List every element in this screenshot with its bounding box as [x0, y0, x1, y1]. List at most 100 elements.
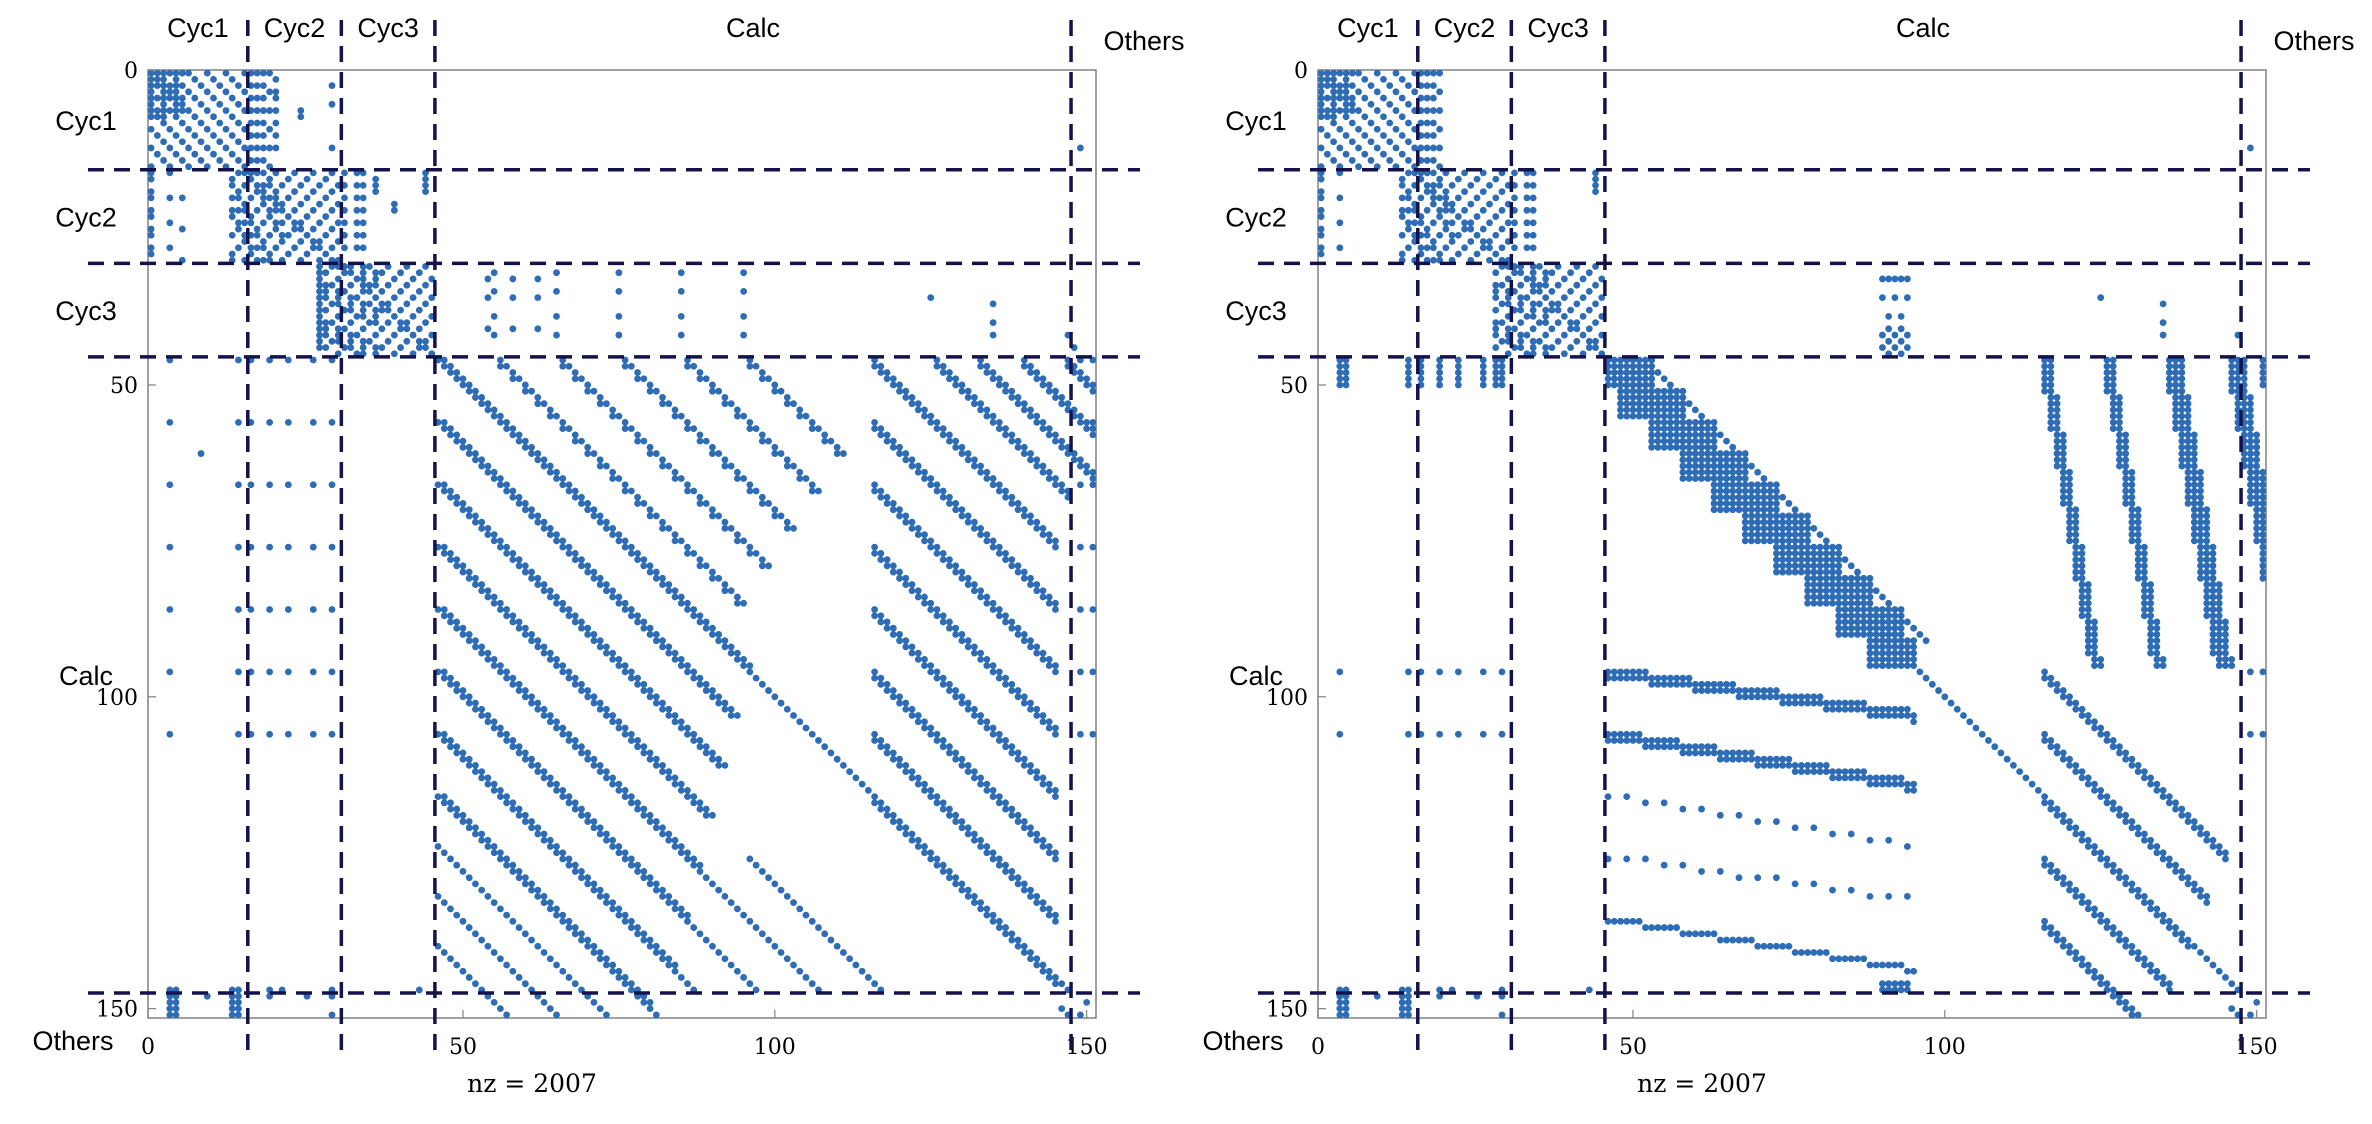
nonzero-marker [309, 418, 317, 426]
nonzero-marker [291, 206, 298, 214]
y-tick-label: 150 [96, 998, 138, 1023]
nonzero-marker [621, 974, 629, 981]
nonzero-marker [322, 344, 330, 351]
nonzero-marker [447, 549, 454, 557]
nonzero-marker [2147, 836, 2155, 844]
nonzero-marker [284, 418, 292, 426]
nonzero-marker [2072, 699, 2080, 707]
nonzero-marker [2247, 144, 2254, 152]
nonzero-marker [621, 849, 629, 857]
nonzero-marker [1797, 543, 1805, 551]
nonzero-marker [989, 724, 997, 732]
nonzero-marker [2215, 593, 2223, 601]
nonzero-marker [1835, 774, 1843, 782]
nonzero-marker [2147, 631, 2155, 638]
nonzero-marker [1729, 936, 1737, 944]
nonzero-marker [2247, 475, 2254, 482]
nonzero-marker [172, 150, 180, 158]
nonzero-marker [496, 418, 504, 426]
nonzero-marker [765, 375, 772, 383]
nonzero-marker [871, 549, 878, 557]
nonzero-marker [1741, 518, 1749, 526]
nonzero-marker [2116, 930, 2123, 938]
nonzero-marker [634, 493, 641, 501]
nonzero-marker [2066, 824, 2073, 832]
nonzero-marker [571, 674, 579, 682]
nonzero-marker [484, 780, 492, 788]
nonzero-marker [528, 936, 535, 944]
nonzero-marker [160, 157, 167, 164]
nonzero-marker [2128, 475, 2136, 482]
nonzero-marker [939, 674, 947, 682]
nonzero-marker [297, 238, 305, 245]
nonzero-marker [1797, 549, 1805, 557]
nonzero-marker [1436, 107, 1444, 114]
nonzero-marker [584, 624, 592, 632]
nonzero-marker [933, 799, 941, 807]
nonzero-marker [952, 880, 960, 888]
nonzero-marker [783, 705, 791, 713]
nonzero-marker [185, 69, 192, 77]
nonzero-marker [272, 225, 280, 233]
nonzero-marker [1039, 525, 1047, 532]
nonzero-marker [671, 475, 679, 482]
nonzero-marker [1804, 531, 1811, 539]
nonzero-marker [1748, 936, 1755, 944]
nonzero-marker [2128, 824, 2136, 832]
nonzero-marker [871, 487, 878, 495]
nonzero-marker [1423, 119, 1431, 127]
nonzero-marker [833, 450, 841, 457]
nonzero-marker [1330, 75, 1337, 83]
nonzero-marker [590, 762, 598, 769]
nonzero-marker [372, 312, 380, 320]
nonzero-marker [166, 668, 174, 676]
nonzero-marker [721, 705, 729, 713]
nonzero-marker [390, 275, 398, 283]
nonzero-marker [1847, 581, 1855, 588]
nonzero-marker [2165, 980, 2173, 988]
nonzero-marker [1854, 624, 1861, 632]
nonzero-marker [946, 500, 953, 507]
nonzero-marker [659, 462, 666, 470]
nonzero-marker [1897, 637, 1905, 645]
nonzero-marker [1785, 525, 1793, 532]
nonzero-marker [496, 1005, 504, 1013]
nonzero-marker [1089, 387, 1097, 395]
nonzero-marker [2116, 868, 2123, 875]
nonzero-marker [465, 637, 473, 645]
nonzero-marker [1666, 743, 1674, 751]
y-tick-label: 150 [1266, 998, 1308, 1023]
nonzero-marker [1635, 394, 1643, 401]
nonzero-marker [1002, 799, 1009, 807]
nonzero-marker [1486, 256, 1493, 264]
nonzero-marker [2178, 450, 2186, 457]
nonzero-marker [709, 450, 716, 457]
nonzero-marker [1348, 157, 1356, 164]
nonzero-marker [1685, 680, 1693, 688]
nonzero-marker [571, 737, 579, 744]
nonzero-marker [964, 762, 972, 769]
nonzero-marker [1436, 231, 1444, 239]
nonzero-marker [1791, 768, 1799, 776]
nonzero-marker [2128, 468, 2136, 476]
nonzero-marker [1504, 300, 1512, 308]
nonzero-marker [2209, 606, 2217, 613]
nonzero-marker [977, 712, 985, 719]
nonzero-marker [1498, 375, 1506, 383]
nonzero-marker [472, 456, 479, 464]
nonzero-marker [1773, 942, 1780, 950]
nonzero-marker [1779, 755, 1787, 763]
nonzero-marker [1592, 344, 1599, 351]
nonzero-marker [2059, 880, 2067, 888]
nonzero-marker [1666, 437, 1674, 445]
nonzero-marker [322, 325, 330, 333]
nonzero-marker [983, 599, 991, 607]
nonzero-marker [366, 263, 373, 270]
nonzero-marker [235, 119, 242, 127]
nonzero-marker [546, 462, 554, 470]
nonzero-marker [1014, 693, 1022, 701]
nonzero-marker [1847, 618, 1855, 626]
nonzero-marker [472, 394, 479, 401]
nonzero-marker [1741, 506, 1749, 514]
nonzero-marker [2253, 493, 2261, 501]
